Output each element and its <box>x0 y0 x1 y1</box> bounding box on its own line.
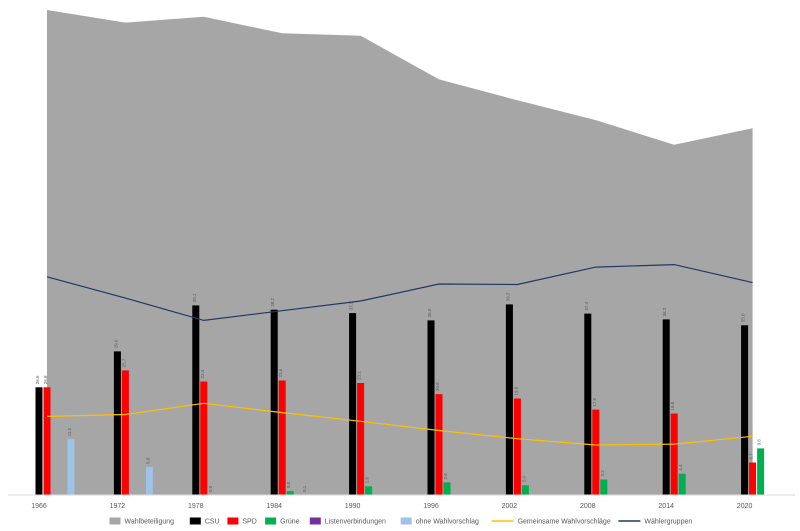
bar-spd-1978 <box>200 381 208 495</box>
data-label: 23.4 <box>200 369 205 378</box>
legend-swatch-gr-ne <box>265 517 277 525</box>
data-label: 20.8 <box>435 382 440 391</box>
x-tick-label: 1984 <box>266 503 282 510</box>
bar-spd-1990 <box>357 383 365 495</box>
bar-csu-2014 <box>662 319 670 495</box>
legend: Wahlbeteiligung CSU SPD Grüne Listenverbindu… <box>109 517 692 526</box>
data-label: 2.0 <box>521 476 526 483</box>
legend-swatch-spd <box>227 517 239 525</box>
data-label: 36.2 <box>662 307 667 316</box>
legend-swatch-csu <box>189 517 201 525</box>
bar-gr-ne-2002 <box>521 485 529 495</box>
legend-label-spd: SPD <box>242 519 256 526</box>
data-label: 4.4 <box>678 464 683 471</box>
area-wahlbeteiligung <box>47 10 753 495</box>
bar-csu-1996 <box>427 320 435 495</box>
data-label: 39.1 <box>192 293 197 302</box>
bar-spd-2014 <box>670 413 678 495</box>
legend-label-w-hlergruppen: Wählergruppen <box>644 519 692 526</box>
data-label: 6.7 <box>749 453 754 460</box>
x-tick-label: 2008 <box>580 503 596 510</box>
data-label: 11.5 <box>67 427 72 436</box>
x-tick-label: 1978 <box>188 503 204 510</box>
bar-spd-2002 <box>513 398 521 495</box>
data-label: 29.6 <box>113 339 118 348</box>
bar-csu-2008 <box>584 313 592 495</box>
x-tick-label: 1990 <box>345 503 361 510</box>
data-label: 2.6 <box>443 473 448 480</box>
data-label: 26.5 <box>35 375 40 384</box>
bar-csu-1972 <box>113 351 121 495</box>
data-label: 36.0 <box>427 308 432 317</box>
legend-label-gr-ne: Grüne <box>280 519 300 526</box>
bar-ohne-wahlvorschlag-1966 <box>67 439 75 495</box>
data-label: 5.8 <box>145 457 150 464</box>
legend-swatch-listenverbindungen <box>309 517 321 525</box>
bar-gr-ne-2014 <box>678 473 686 495</box>
bar-spd-2020 <box>749 462 757 495</box>
data-label: 26.8 <box>43 375 48 384</box>
line-w-hlergruppen <box>46 263 753 322</box>
data-label: 1.8 <box>365 477 370 484</box>
bar-gr-ne-2008 <box>600 479 608 495</box>
bar-spd-1996 <box>435 394 443 495</box>
data-label: 23.6 <box>278 368 283 377</box>
data-label: 0.0 <box>208 485 213 492</box>
bar-gr-ne-1996 <box>443 482 451 495</box>
data-label: 17.6 <box>592 397 597 406</box>
bar-spd-1984 <box>278 380 286 495</box>
bar-spd-2008 <box>592 409 600 495</box>
data-label: 9.6 <box>757 439 762 446</box>
bar-gr-ne-1984 <box>286 491 294 495</box>
x-tick-label: 1996 <box>423 503 439 510</box>
legend-label-wahlbeteiligung: Wahlbeteiligung <box>125 519 175 526</box>
x-tick-label: 1966 <box>31 503 47 510</box>
data-label: 39.3 <box>505 292 510 301</box>
bar-csu-1966 <box>35 387 43 495</box>
legend-swatch-ohne-wahlvorschlag <box>400 517 412 525</box>
legend-label-csu: CSU <box>205 519 220 526</box>
data-label: 16.8 <box>670 401 675 410</box>
data-label: 19.9 <box>513 386 518 395</box>
legend-swatch-wahlbeteiligung <box>109 517 121 525</box>
data-label: 0.8 <box>286 481 291 488</box>
legend-label-gemeinsame-wahlvorschl-ge: Gemeinsame Wahlvorschläge <box>518 519 611 526</box>
data-label: 25.7 <box>121 358 126 367</box>
bar-csu-1978 <box>192 305 200 495</box>
legend-label-listenverbindungen: Listenverbindungen <box>325 519 386 526</box>
plot-area: 26.5 29.6 39.1 38.2 37.5 36.0 39.3 37.4 36.2 35.0… <box>8 10 795 510</box>
bar-spd-1972 <box>121 370 129 495</box>
legend-label-ohne-wahlvorschlag: ohne Wahlvorschlag <box>416 519 479 526</box>
x-tick-label: 2020 <box>737 503 753 510</box>
x-tick-label: 2002 <box>502 503 518 510</box>
bar-gr-ne-2020 <box>757 448 765 495</box>
data-label: 0.1 <box>302 485 307 492</box>
bar-csu-2020 <box>741 325 749 496</box>
bar-spd-1966 <box>43 387 51 495</box>
data-label: 38.2 <box>270 297 275 306</box>
data-label: 37.5 <box>349 301 354 310</box>
bar-csu-2002 <box>505 304 513 495</box>
x-tick-label: 1972 <box>110 503 126 510</box>
data-label: 35.0 <box>741 313 746 322</box>
line-gemeinsame-wahlvorschl-ge <box>46 402 753 446</box>
bar-gr-ne-1990 <box>365 486 373 495</box>
data-label: 37.4 <box>584 301 589 310</box>
data-label: 23.1 <box>357 371 362 380</box>
bar-csu-1984 <box>270 309 278 495</box>
x-tick-label: 2014 <box>658 503 674 510</box>
data-label: 3.2 <box>600 470 605 477</box>
bar-csu-1990 <box>349 313 357 495</box>
bar-ohne-wahlvorschlag-1972 <box>145 466 153 495</box>
